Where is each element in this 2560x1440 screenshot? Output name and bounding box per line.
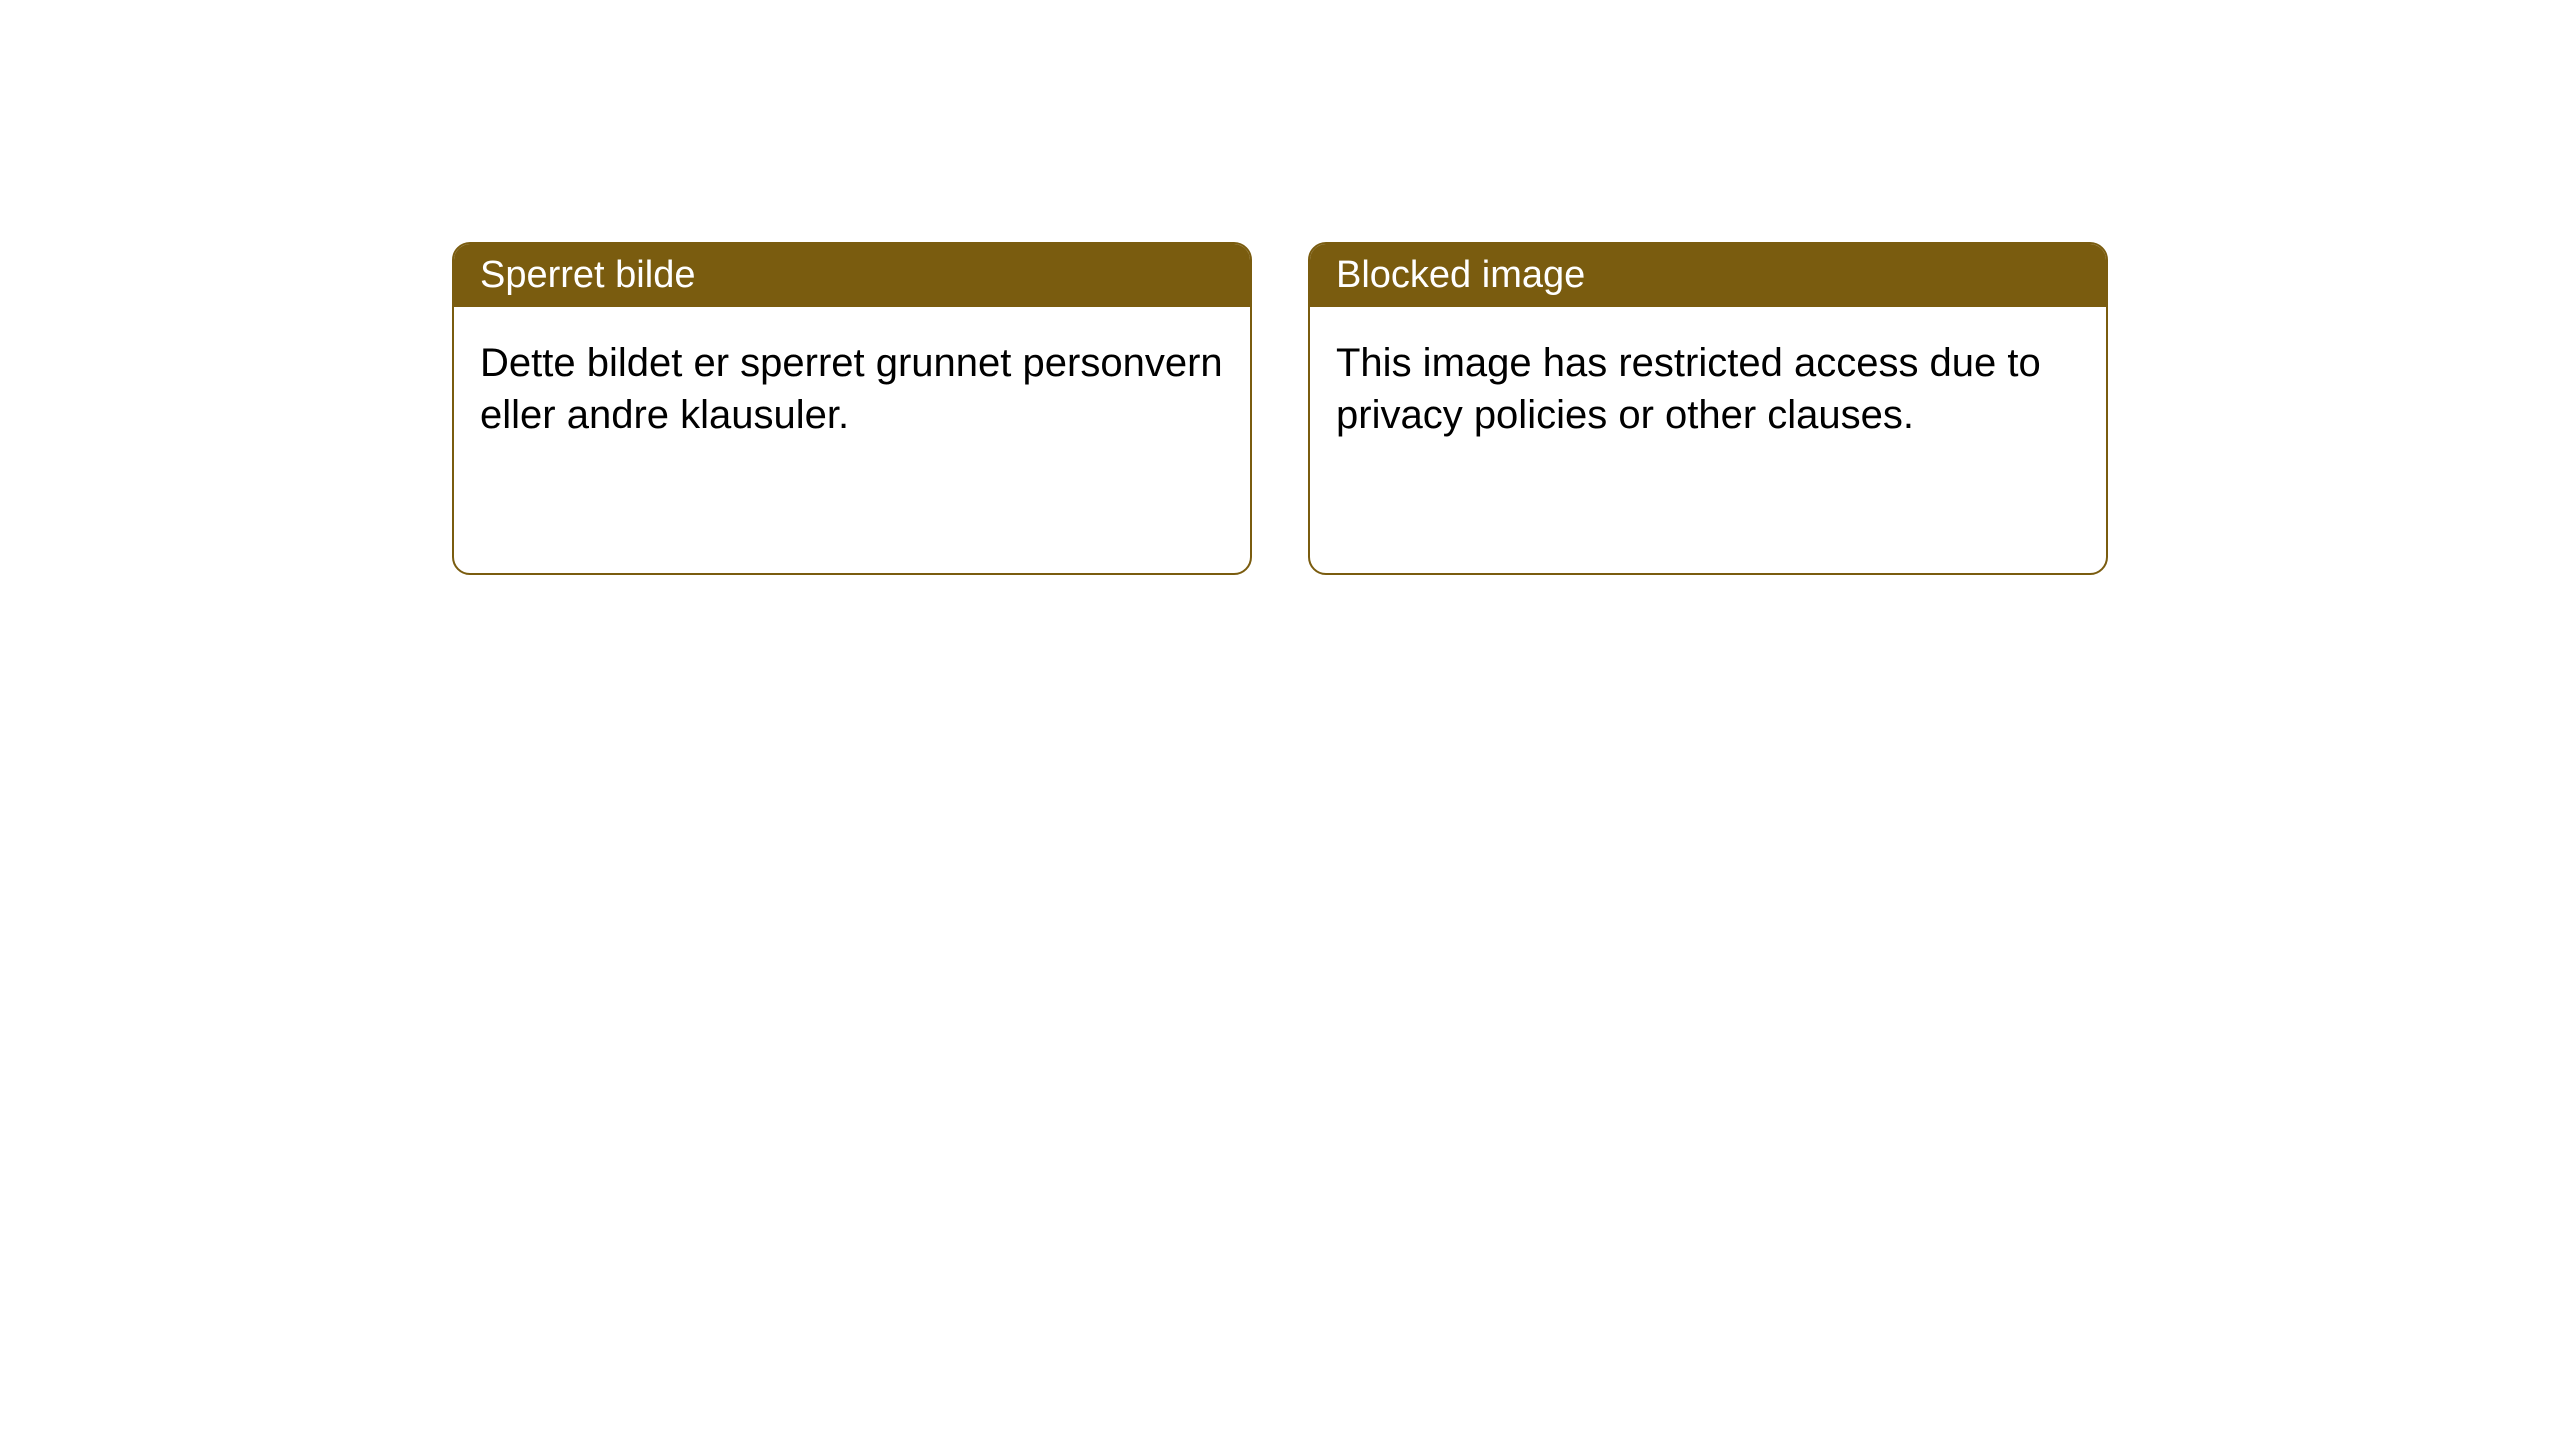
card-header: Blocked image bbox=[1310, 244, 2106, 307]
card-body: This image has restricted access due to … bbox=[1310, 307, 2106, 471]
card-body: Dette bildet er sperret grunnet personve… bbox=[454, 307, 1250, 471]
notice-card-norwegian: Sperret bilde Dette bildet er sperret gr… bbox=[452, 242, 1252, 575]
notice-container: Sperret bilde Dette bildet er sperret gr… bbox=[0, 0, 2560, 575]
card-body-text: Dette bildet er sperret grunnet personve… bbox=[480, 341, 1223, 437]
notice-card-english: Blocked image This image has restricted … bbox=[1308, 242, 2108, 575]
card-title: Blocked image bbox=[1336, 254, 1585, 296]
card-title: Sperret bilde bbox=[480, 254, 695, 296]
card-header: Sperret bilde bbox=[454, 244, 1250, 307]
card-body-text: This image has restricted access due to … bbox=[1336, 341, 2041, 437]
